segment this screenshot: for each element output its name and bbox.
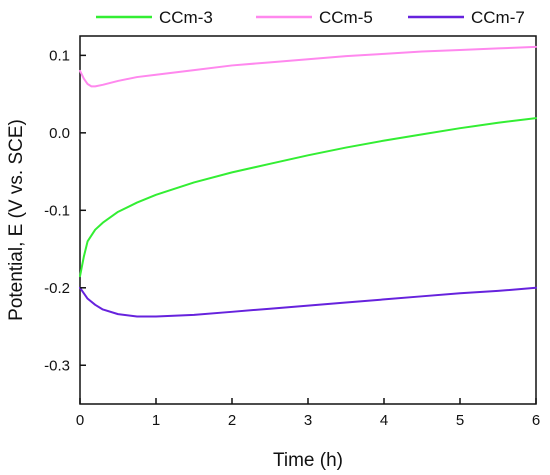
x-tick-label: 1: [152, 412, 160, 429]
series-line-ccm-7: [79, 286, 537, 318]
y-tick-label: 0.0: [49, 125, 70, 142]
legend-label-ccm-5: CCm-5: [319, 8, 373, 27]
legend-label-ccm-7: CCm-7: [471, 8, 525, 27]
y-tick-label: -0.1: [44, 202, 70, 219]
series-line-ccm-3: [79, 117, 537, 278]
legend: CCm-3 CCm-5 CCm-7: [96, 8, 525, 27]
x-tick-label: 0: [76, 412, 84, 429]
x-tick-label: 2: [228, 412, 236, 429]
y-tick-label: -0.2: [44, 280, 70, 297]
y-axis-ticks: 0.1 0.0 -0.1 -0.2 -0.3: [44, 47, 86, 374]
x-tick-label: 3: [304, 412, 312, 429]
series-line-ccm-5: [79, 45, 537, 88]
x-axis-ticks: 0 1 2 3 4 5 6: [76, 398, 540, 429]
x-tick-label: 5: [456, 412, 464, 429]
y-tick-label: 0.1: [49, 47, 70, 64]
plot-border: [79, 35, 537, 405]
y-axis-title: Potential, E (V vs. SCE): [6, 119, 27, 321]
legend-label-ccm-3: CCm-3: [159, 8, 213, 27]
x-tick-label: 4: [380, 412, 388, 429]
x-tick-label: 6: [532, 412, 540, 429]
x-axis-title: Time (h): [273, 450, 343, 471]
y-tick-label: -0.3: [44, 357, 70, 374]
series-layer: [79, 45, 537, 318]
plot-frame: [79, 35, 537, 405]
